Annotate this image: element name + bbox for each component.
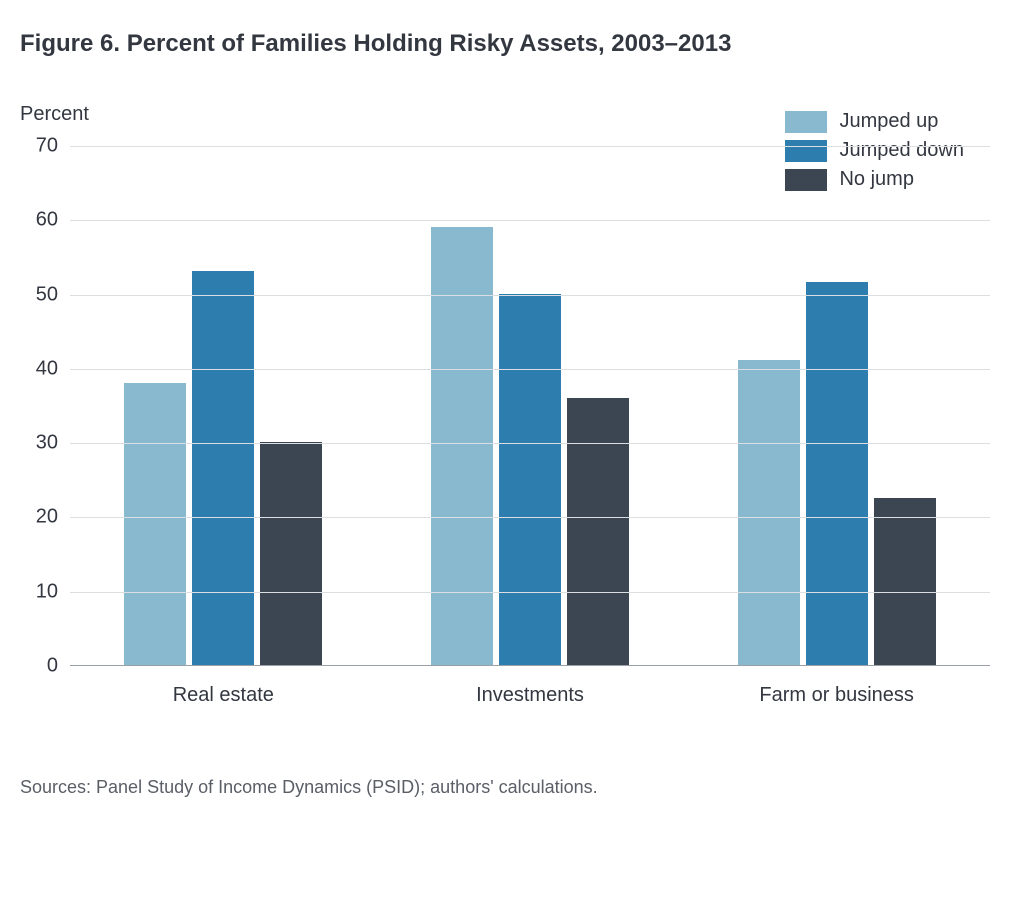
y-tick-label: 10 <box>30 580 70 603</box>
y-tick-label: 70 <box>30 135 70 158</box>
x-tick-label: Investments <box>420 684 640 707</box>
bar <box>124 383 186 665</box>
y-tick-label: 40 <box>30 357 70 380</box>
chart: 010203040506070 Real estate Investments Fa… <box>70 146 1004 707</box>
bar <box>738 360 800 665</box>
plot-area: 010203040506070 <box>70 146 990 666</box>
bar <box>499 294 561 665</box>
figure-container: Figure 6. Percent of Families Holding Ri… <box>0 0 1024 818</box>
legend-swatch <box>785 111 827 133</box>
bar <box>874 498 936 665</box>
y-tick-label: 20 <box>30 506 70 529</box>
gridline <box>70 369 990 370</box>
figure-title: Figure 6. Percent of Families Holding Ri… <box>20 30 1004 58</box>
legend-item: Jumped up <box>785 110 964 133</box>
bar <box>806 282 868 665</box>
bar <box>431 227 493 665</box>
gridline <box>70 443 990 444</box>
gridline <box>70 592 990 593</box>
x-axis-labels: Real estate Investments Farm or business <box>70 684 990 707</box>
legend-label: Jumped up <box>839 110 938 133</box>
bar <box>192 271 254 665</box>
bar-group <box>738 282 936 665</box>
x-tick-label: Farm or business <box>727 684 947 707</box>
bar-group <box>124 271 322 665</box>
y-tick-label: 50 <box>30 283 70 306</box>
y-tick-label: 30 <box>30 432 70 455</box>
gridline <box>70 146 990 147</box>
gridline <box>70 295 990 296</box>
bar <box>260 442 322 665</box>
y-tick-label: 0 <box>30 655 70 678</box>
sources-note: Sources: Panel Study of Income Dynamics … <box>20 777 1004 798</box>
gridline <box>70 220 990 221</box>
y-tick-label: 60 <box>30 209 70 232</box>
bar-group <box>431 227 629 665</box>
x-tick-label: Real estate <box>113 684 333 707</box>
gridline <box>70 517 990 518</box>
bar <box>567 398 629 665</box>
bar-groups <box>70 146 990 665</box>
